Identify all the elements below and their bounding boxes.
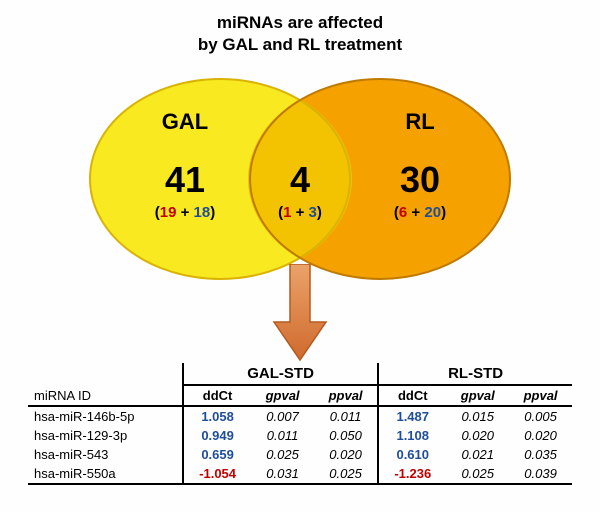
table-row: hsa-miR-129-3p0.9490.0110.0501.1080.0200…	[28, 426, 572, 445]
venn-overlap-split: (1 + 3)	[260, 204, 340, 221]
cell-ddct1: -1.054	[183, 464, 251, 484]
cell-gpval1: 0.025	[251, 445, 314, 464]
cell-ppval1: 0.025	[314, 464, 378, 484]
title-line-2: by GAL and RL treatment	[198, 35, 402, 54]
cell-gpval1: 0.007	[251, 406, 314, 426]
venn-right-name: RL	[370, 109, 470, 135]
cell-id: hsa-miR-146b-5p	[28, 406, 183, 426]
venn-right-count: 30	[370, 159, 470, 201]
table-row: hsa-miR-146b-5p1.0580.0070.0111.4870.015…	[28, 406, 572, 426]
th-ddct2: ddCt	[378, 385, 446, 406]
th-gpval2: gpval	[446, 385, 509, 406]
cell-ppval2: 0.039	[509, 464, 572, 484]
venn-overlap-count: 4	[265, 159, 335, 201]
th-ddct1: ddCt	[183, 385, 251, 406]
title-line-1: miRNAs are affected	[217, 13, 383, 32]
cell-ddct2: 1.108	[378, 426, 446, 445]
th-group2: RL-STD	[378, 363, 572, 385]
cell-id: hsa-miR-129-3p	[28, 426, 183, 445]
th-id: miRNA ID	[28, 385, 183, 406]
cell-ddct2: -1.236	[378, 464, 446, 484]
venn-left-name: GAL	[135, 109, 235, 135]
cell-ppval2: 0.020	[509, 426, 572, 445]
cell-gpval2: 0.021	[446, 445, 509, 464]
table-row: hsa-miR-550a-1.0540.0310.025-1.2360.0250…	[28, 464, 572, 484]
venn-left-split: (19 + 18)	[135, 204, 235, 221]
cell-gpval2: 0.020	[446, 426, 509, 445]
cell-ddct2: 1.487	[378, 406, 446, 426]
th-gpval1: gpval	[251, 385, 314, 406]
cell-ppval1: 0.011	[314, 406, 378, 426]
data-table: GAL-STD RL-STD miRNA ID ddCt gpval ppval…	[28, 363, 572, 485]
cell-ppval1: 0.050	[314, 426, 378, 445]
venn-diagram: GAL 41 (19 + 18) 4 (1 + 3) RL 30 (6 + 20…	[0, 64, 600, 294]
cell-ddct1: 0.659	[183, 445, 251, 464]
cell-id: hsa-miR-543	[28, 445, 183, 464]
cell-ddct1: 1.058	[183, 406, 251, 426]
table-row: hsa-miR-5430.6590.0250.0200.6100.0210.03…	[28, 445, 572, 464]
venn-left-count: 41	[135, 159, 235, 201]
cell-gpval2: 0.015	[446, 406, 509, 426]
cell-gpval1: 0.031	[251, 464, 314, 484]
cell-id: hsa-miR-550a	[28, 464, 183, 484]
th-ppval2: ppval	[509, 385, 572, 406]
th-group1: GAL-STD	[183, 363, 378, 385]
cell-ppval1: 0.020	[314, 445, 378, 464]
th-ppval1: ppval	[314, 385, 378, 406]
venn-right-split: (6 + 20)	[370, 204, 470, 221]
cell-ddct2: 0.610	[378, 445, 446, 464]
table-body: hsa-miR-146b-5p1.0580.0070.0111.4870.015…	[28, 406, 572, 484]
cell-ppval2: 0.005	[509, 406, 572, 426]
cell-ddct1: 0.949	[183, 426, 251, 445]
cell-gpval1: 0.011	[251, 426, 314, 445]
figure-title: miRNAs are affected by GAL and RL treatm…	[0, 0, 600, 56]
cell-gpval2: 0.025	[446, 464, 509, 484]
cell-ppval2: 0.035	[509, 445, 572, 464]
